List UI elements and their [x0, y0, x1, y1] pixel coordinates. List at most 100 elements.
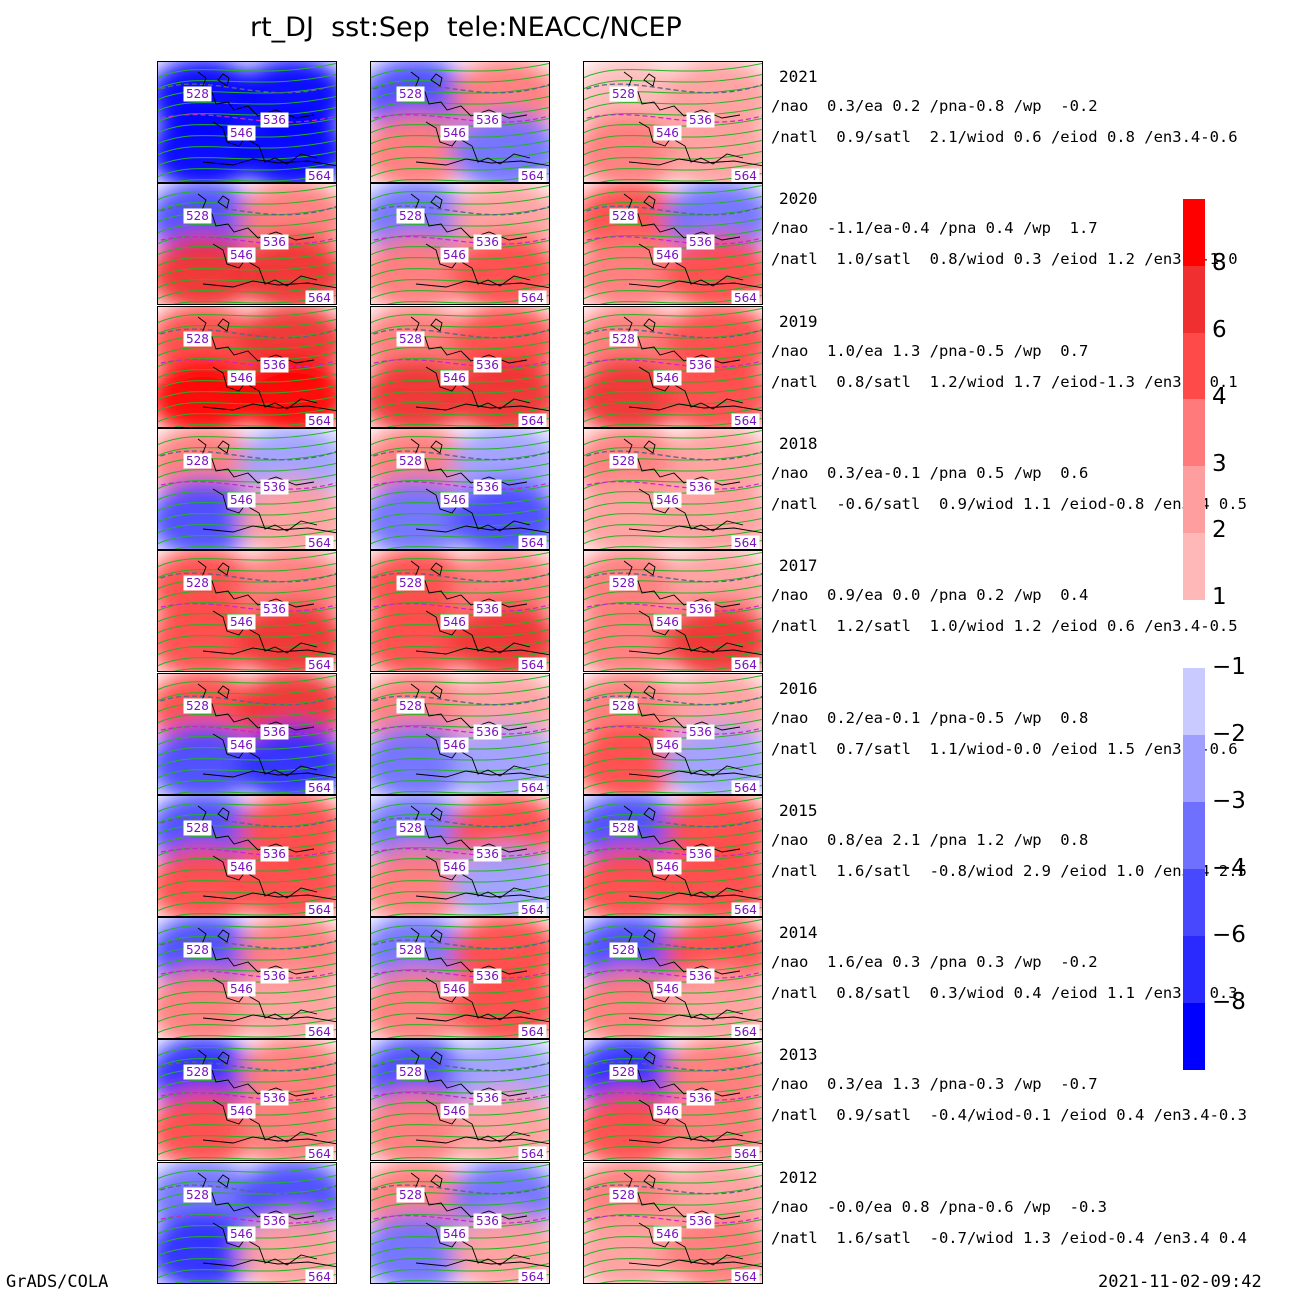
colorbar-tick: −3	[1212, 788, 1246, 814]
sst-indices: /natl -0.6/satl 0.9/wiod 1.1 /eiod-0.8 /…	[771, 494, 1247, 513]
contour-label: 536	[689, 602, 712, 616]
contour-label: 528	[612, 454, 635, 468]
colorbar-tick: 1	[1212, 584, 1227, 610]
contour-label: 528	[186, 821, 209, 835]
contour-label: 528	[612, 87, 635, 101]
contour-label: 528	[399, 1065, 422, 1079]
map-panel-2015-2: 528 536 546 564	[370, 794, 550, 917]
contour-label: 528	[399, 87, 422, 101]
colorbar-tick: −4	[1212, 855, 1246, 881]
colorbar-tick: −6	[1212, 922, 1246, 948]
year-label: 2016	[779, 678, 818, 698]
map-panel-2020-3: 528 536 546 564	[583, 183, 763, 306]
map-panel-2014-1: 528 536 546 564	[157, 917, 337, 1040]
contour-label: 564	[308, 1147, 331, 1161]
year-label: 2015	[779, 800, 818, 820]
contour-label: 528	[612, 332, 635, 346]
contour-label: 564	[734, 1025, 757, 1039]
contour-label: 546	[230, 1104, 253, 1118]
contour-label: 546	[230, 738, 253, 752]
contour-label: 536	[689, 480, 712, 494]
sst-indices: /natl 0.9/satl -0.4/wiod-0.1 /eiod 0.4 /…	[771, 1106, 1247, 1125]
colorbar-tick: −1	[1212, 654, 1246, 680]
map-panel-2012-2: 528 536 546 564	[370, 1161, 550, 1284]
map-panel-2017-2: 528 536 546 564	[370, 550, 550, 673]
contour-label: 528	[612, 699, 635, 713]
contour-label: 528	[186, 943, 209, 957]
sst-indices: /natl 0.8/satl 0.3/wiod 0.4 /eiod 1.1 /e…	[771, 984, 1238, 1003]
contour-label: 564	[521, 1147, 544, 1161]
contour-label: 546	[443, 738, 466, 752]
contour-label: 564	[308, 658, 331, 672]
contour-label: 564	[521, 536, 544, 550]
contour-label: 528	[399, 332, 422, 346]
colorbar-tick: 2	[1212, 517, 1227, 543]
contour-label: 536	[689, 113, 712, 127]
sst-indices: /natl 0.9/satl 2.1/wiod 0.6 /eiod 0.8 /e…	[771, 128, 1238, 146]
contour-label: 546	[230, 371, 253, 385]
contour-label: 536	[689, 235, 712, 249]
contour-label: 536	[263, 480, 286, 494]
contour-label: 536	[476, 1091, 499, 1105]
contour-label: 536	[263, 725, 286, 739]
contour-label: 536	[476, 602, 499, 616]
teleconnection-indices: /nao 0.3/ea-0.1 /pna 0.5 /wp 0.6	[771, 463, 1089, 482]
year-label: 2020	[779, 189, 818, 209]
teleconnection-indices: /nao 1.6/ea 0.3 /pna 0.3 /wp -0.2	[771, 953, 1098, 972]
contour-label: 536	[476, 113, 499, 127]
colorbar-block	[1183, 869, 1205, 936]
contour-label: 536	[476, 1214, 499, 1228]
colorbar-tick: −8	[1212, 989, 1246, 1015]
teleconnection-indices: /nao 0.3/ea 0.2 /pna-0.8 /wp -0.2	[771, 97, 1098, 115]
contour-label: 528	[612, 1188, 635, 1202]
footer-software: GrADS/COLA	[6, 1272, 109, 1292]
colorbar-block	[1183, 466, 1205, 533]
sst-indices: /natl 0.8/satl 1.2/wiod 1.7 /eiod-1.3 /e…	[771, 372, 1238, 391]
contour-label: 546	[656, 1104, 679, 1118]
contour-label: 564	[521, 903, 544, 917]
map-panel-2017-1: 528 536 546 564	[157, 550, 337, 673]
footer-timestamp: 2021-11-02-09:42	[1098, 1272, 1262, 1292]
map-panel-2017-3: 528 536 546 564	[583, 550, 763, 673]
chart-title: rt_DJ sst:Sep tele:NEACC/NCEP	[250, 12, 682, 43]
contour-label: 564	[734, 291, 757, 305]
contour-label: 528	[399, 943, 422, 957]
map-panel-2018-3: 528 536 546 564	[583, 427, 763, 550]
contour-label: 536	[689, 1091, 712, 1105]
contour-label: 564	[734, 414, 757, 428]
contour-label: 528	[186, 209, 209, 223]
sst-indices: /natl 0.7/satl 1.1/wiod-0.0 /eiod 1.5 /e…	[771, 739, 1238, 758]
contour-label: 536	[263, 602, 286, 616]
contour-label: 536	[689, 1214, 712, 1228]
contour-label: 564	[734, 536, 757, 550]
contour-label: 564	[521, 414, 544, 428]
map-panel-2021-2: 528 536 546 564	[370, 61, 550, 183]
map-panel-2016-2: 528 536 546 564	[370, 672, 550, 795]
contour-label: 528	[186, 454, 209, 468]
contour-label: 536	[689, 725, 712, 739]
map-panel-2018-2: 528 536 546 564	[370, 427, 550, 550]
contour-label: 528	[612, 821, 635, 835]
contour-label: 564	[734, 658, 757, 672]
map-panel-2020-2: 528 536 546 564	[370, 183, 550, 306]
contour-label: 536	[263, 847, 286, 861]
contour-label: 564	[521, 1025, 544, 1039]
map-panel-2014-3: 528 536 546 564	[583, 917, 763, 1040]
teleconnection-indices: /nao -1.1/ea-0.4 /pna 0.4 /wp 1.7	[771, 219, 1098, 238]
map-panel-2015-3: 528 536 546 564	[583, 794, 763, 917]
colorbar-block	[1183, 266, 1205, 333]
contour-label: 546	[230, 493, 253, 507]
year-label: 2017	[779, 556, 818, 576]
contour-label: 528	[399, 699, 422, 713]
contour-label: 546	[656, 1227, 679, 1241]
map-panel-2019-3: 528 536 546 564	[583, 305, 763, 428]
year-label: 2021	[779, 67, 818, 86]
teleconnection-indices: /nao 1.0/ea 1.3 /pna-0.5 /wp 0.7	[771, 341, 1089, 360]
contour-label: 536	[476, 969, 499, 983]
contour-label: 564	[521, 169, 544, 183]
contour-label: 564	[734, 1270, 757, 1284]
contour-label: 536	[263, 1091, 286, 1105]
map-panel-2014-2: 528 536 546 564	[370, 917, 550, 1040]
colorbar-block	[1183, 735, 1205, 802]
colorbar-block	[1183, 199, 1205, 266]
